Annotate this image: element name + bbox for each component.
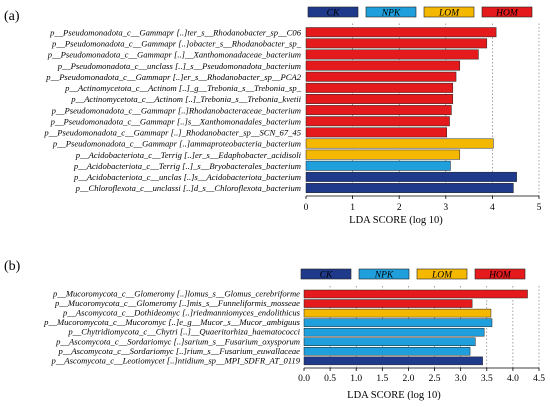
x-tick-label: 0.0 [298,374,310,384]
legend-label-npk: NPK [381,9,401,19]
x-tick-label: 0 [304,203,309,213]
x-tick-label: 4 [490,203,495,213]
bar-label: p__Pseudomonadota_c__Gammapr [..]obacter… [51,39,302,49]
bar-label: p__Actinomycetota_c__Actinom [..]_g__Tre… [64,83,302,93]
bar-label: p__Chytridiomycota_c__Chytri [..]__Quaer… [67,327,300,337]
lda-bar [305,49,479,60]
legend-swatch-hom [474,268,526,280]
bar-label: p__Acidobacteriota_c__Terrig [..]er_s__E… [75,150,302,160]
x-axis-title: LDA SCORE (log 10) [347,390,441,401]
x-axis-title: LDA SCORE (log 10) [349,215,443,226]
legend-label-npk: NPK [374,271,394,281]
bar-label: p__Mucoromycota_c__Mucoromyc [..]e_g__Mu… [43,317,301,327]
x-tick-label: 3 [443,203,448,213]
lda-bar [305,149,461,160]
bar-label: p__Ascomycota_c__Leotiomycet [..]ntidium… [51,355,301,365]
lda-bar [305,160,451,171]
legend-swatch-hom [481,6,533,18]
lda-bar [303,308,492,318]
legend-swatch-ck [307,6,359,18]
lda-bar [303,347,471,356]
lda-bar [305,138,494,149]
bar-label: p__Pseudomonadota_c__unclass [..]_s__Pse… [57,61,301,71]
x-tick-label: 3.0 [455,374,467,384]
bar-label: p__Pseudomonadota_c__Gammapr [..]er_s__R… [45,72,301,82]
legend-label-lom: LOM [438,9,460,19]
x-tick-label: 3.5 [481,374,493,384]
x-tick-label: 1 [350,203,355,213]
bar-label: p__Pseudomonadota_c__Gammapr [..]ter_s__… [49,27,302,37]
bar-label: p__Acidobacteriota_c__Terrig [..]_s__Bry… [73,161,301,171]
legend-label-ck: CK [327,9,340,19]
bar-label: p__Ascomycota_c__Sordariomyc [..]sarium_… [55,336,300,346]
legend-swatch-ck [300,268,352,280]
legend-label-ck: CK [320,271,333,281]
lda-bar [305,82,454,93]
x-tick-label: 2.0 [403,374,415,384]
lda-bar [305,38,488,49]
panel-label: (b) [4,259,21,274]
bar-label: p__Pseudomonadota_c__Gammapr [..]__Xanth… [47,50,301,60]
lda-bar [303,337,476,346]
x-tick-label: 1.5 [376,374,388,384]
x-tick-label: 5 [537,203,542,213]
bar-label: p__Pseudomonadota_c__Gammapr [..]Rhodano… [51,105,301,115]
lda-bar [305,127,447,138]
x-tick-label: 1.0 [350,374,362,384]
x-tick-label: 4.5 [533,374,545,384]
legend-swatch-lom [423,6,475,18]
legend-swatch-lom [416,268,468,280]
x-tick-label: 2 [397,203,402,213]
lda-bar [305,116,450,127]
lda-bar [303,318,493,327]
panel-label: (a) [4,9,20,24]
lda-bar [305,183,514,193]
x-tick-label: 0.5 [324,374,336,384]
bar-label: p__Acidobacteriota_c__unclas [..]s__Acid… [73,172,301,182]
bar-label: p__Ascomycota_c__Sordariomyc [..]rium_s_… [58,346,301,356]
lda-bar [305,105,452,116]
legend-swatch-npk [358,268,410,280]
x-tick-label: 4.0 [507,374,519,384]
bar-label: p__Pseudomonadota_c__Gammapr [..]ammapro… [52,139,301,149]
legend-swatch-npk [365,6,417,18]
lda-bar [305,171,517,182]
lda-bar [303,327,485,337]
bar-label: p__Pseudomonadota_c__Gammapr [..]s__Xant… [50,116,301,126]
lda-bar [305,94,454,104]
lda-bar [305,71,457,82]
lda-bar [303,299,473,308]
bar-label: p__Actinomycetota_c__Actinom [..]_Trebon… [70,94,301,104]
lda-bar [303,289,528,299]
x-tick-label: 2.5 [429,374,441,384]
lda-bar [303,356,483,366]
lda-bar [305,60,461,71]
bar-label: p__Ascomycota_c__Dothideomyc [..]riedman… [62,308,301,318]
bar-label: p__Pseudomonadota_c__Gammapr [..]_Rhodan… [43,128,301,138]
legend-label-hom: HOM [495,9,519,19]
bar-label: p__Mucoromycota_c__Glomeromy [..]mis_s__… [54,298,300,308]
bar-label: p__Mucoromycota_c__Glomeromy [..]lomus_s… [52,289,300,299]
legend-label-hom: HOM [488,271,512,281]
lda-bar [305,27,497,38]
legend-label-lom: LOM [431,271,453,281]
bar-label: p__Chloroflexota_c__unclassi [..]d_s__Ch… [75,183,301,193]
